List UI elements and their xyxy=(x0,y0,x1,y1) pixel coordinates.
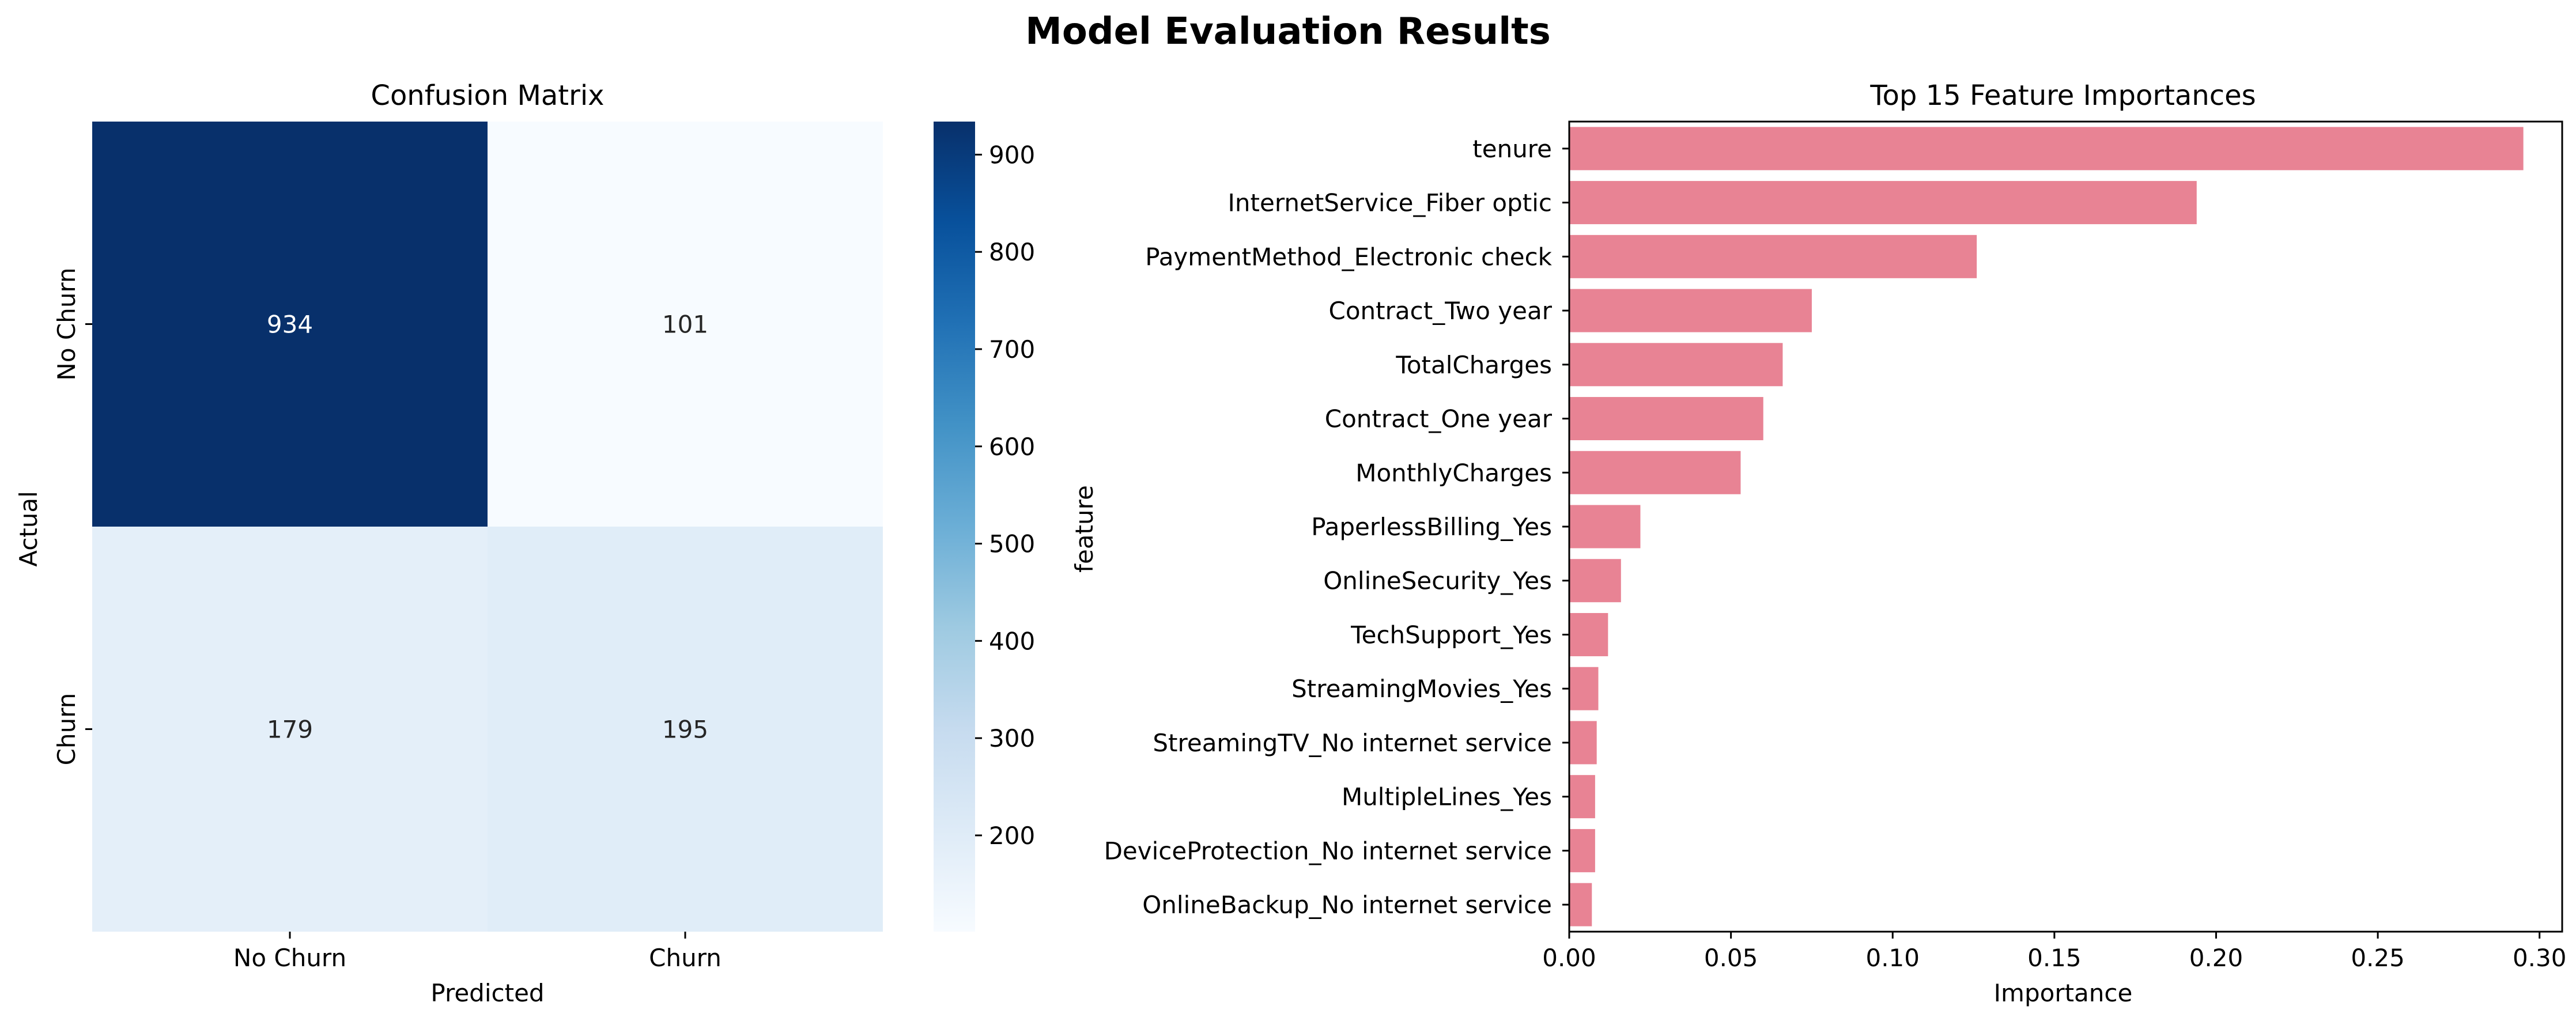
bar-y-tick-label: InternetService_Fiber optic xyxy=(1228,189,1552,217)
bar-ylabel: feature xyxy=(1070,485,1098,573)
bar-x-ticks: 0.00 0.05 0.10 0.15 0.20 0.25 0.30 xyxy=(1542,932,2566,972)
colorbar-tick-label: 400 xyxy=(989,627,1035,655)
heatmap-title: Confusion Matrix xyxy=(371,80,604,112)
bar-y-tick-label: OnlineSecurity_Yes xyxy=(1323,567,1552,595)
bar-y-tick-label: TechSupport_Yes xyxy=(1350,621,1552,649)
colorbar-tick-label: 500 xyxy=(989,530,1035,558)
heatmap-cells xyxy=(92,122,883,932)
bar-y-tick-label: DeviceProtection_No internet service xyxy=(1104,837,1552,865)
bar-x-tick-label: 0.30 xyxy=(2513,944,2567,972)
heatmap-ylabel: Actual xyxy=(14,491,43,567)
bar xyxy=(1569,451,1741,494)
heatmap-y-ticks: No Churn Churn xyxy=(52,267,92,765)
heatmap-cell-labels: 934 101 179 195 xyxy=(267,311,708,744)
bar-x-tick-label: 0.10 xyxy=(1865,944,1920,972)
bar-y-tick-label: TotalCharges xyxy=(1395,351,1552,379)
colorbar-tick-label: 700 xyxy=(989,335,1035,364)
heatmap-x-ticks: No Churn Churn xyxy=(233,932,722,972)
colorbar-tick-label: 900 xyxy=(989,141,1035,169)
bar xyxy=(1569,127,2524,171)
colorbar-ticks: 200 300 400 500 600 700 800 900 xyxy=(975,141,1035,850)
bar-xlabel: Importance xyxy=(1994,979,2133,1007)
heatmap-x-tick-label: Churn xyxy=(649,944,722,972)
bars xyxy=(1569,127,2524,926)
bar-y-tick-label: StreamingMovies_Yes xyxy=(1291,675,1552,703)
bar xyxy=(1569,505,1641,549)
heatmap-cell-label: 934 xyxy=(267,311,313,339)
bar-y-tick-label: PaperlessBilling_Yes xyxy=(1311,513,1552,541)
bar-y-tick-label: MultipleLines_Yes xyxy=(1342,783,1552,811)
bar xyxy=(1569,234,1977,278)
bar xyxy=(1569,181,2197,225)
heatmap-cell-label: 195 xyxy=(662,716,708,744)
heatmap-cell xyxy=(488,122,883,527)
heatmap-x-tick-label: No Churn xyxy=(233,944,346,972)
bar-axes-frame xyxy=(1568,120,2563,933)
heatmap-y-tick-label: Churn xyxy=(52,693,81,766)
colorbar xyxy=(934,122,975,932)
bar xyxy=(1569,289,1812,332)
colorbar-tick-label: 300 xyxy=(989,724,1035,752)
confusion-matrix-panel: Confusion Matrix 934 101 179 195 No Churn Ch… xyxy=(14,80,1035,1007)
bar xyxy=(1569,829,1595,872)
figure-title: Model Evaluation Results xyxy=(1025,10,1551,53)
bar-y-tick-label: OnlineBackup_No internet service xyxy=(1142,891,1552,919)
bar-y-tick-label: PaymentMethod_Electronic check xyxy=(1145,243,1552,271)
heatmap-cell-label: 101 xyxy=(662,311,708,339)
bar-title: Top 15 Feature Importances xyxy=(1869,80,2256,112)
bar xyxy=(1569,612,1608,656)
bar-y-tick-label: StreamingTV_No internet service xyxy=(1153,729,1552,757)
heatmap-cell xyxy=(92,527,488,932)
bar-y-tick-label: tenure xyxy=(1472,135,1552,163)
bar xyxy=(1569,559,1621,603)
heatmap-cell-label: 179 xyxy=(267,716,313,744)
heatmap-cell xyxy=(92,122,488,527)
bar xyxy=(1569,667,1599,710)
bar xyxy=(1569,883,1592,926)
bar-y-tick-label: Contract_One year xyxy=(1325,405,1553,433)
heatmap-y-tick-label: No Churn xyxy=(52,267,81,380)
bar xyxy=(1569,721,1597,765)
bar-x-tick-label: 0.20 xyxy=(2189,944,2243,972)
bar-x-tick-label: 0.25 xyxy=(2351,944,2405,972)
feature-importance-panel: Top 15 Feature Importances tenure Interne… xyxy=(1070,80,2566,1007)
bar xyxy=(1569,775,1595,819)
bar-x-tick-label: 0.05 xyxy=(1704,944,1758,972)
bar xyxy=(1569,397,1763,441)
bar-y-ticks: tenure InternetService_Fiber optic Payment… xyxy=(1104,135,1569,919)
bar xyxy=(1569,343,1783,387)
bar-x-tick-label: 0.00 xyxy=(1542,944,1596,972)
colorbar-tick-label: 200 xyxy=(989,822,1035,850)
colorbar-tick-label: 600 xyxy=(989,433,1035,461)
heatmap-cell xyxy=(488,527,883,932)
bar-y-tick-label: Contract_Two year xyxy=(1329,297,1553,325)
bar-x-tick-label: 0.15 xyxy=(2027,944,2082,972)
colorbar-tick-label: 800 xyxy=(989,238,1035,266)
bar-y-tick-label: MonthlyCharges xyxy=(1355,459,1552,487)
heatmap-xlabel: Predicted xyxy=(430,979,544,1007)
